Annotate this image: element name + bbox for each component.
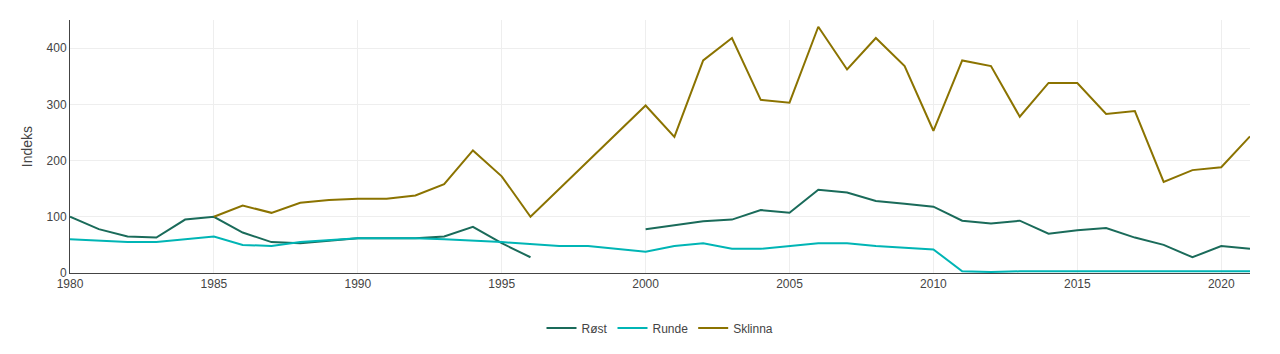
svg-text:0: 0 — [60, 266, 67, 280]
svg-text:2005: 2005 — [776, 277, 803, 291]
svg-text:200: 200 — [47, 154, 67, 168]
svg-text:2010: 2010 — [920, 277, 947, 291]
svg-text:2020: 2020 — [1208, 277, 1235, 291]
svg-text:Røst: Røst — [582, 322, 608, 336]
svg-text:Indeks: Indeks — [19, 126, 35, 167]
svg-text:400: 400 — [47, 41, 67, 55]
svg-text:1985: 1985 — [201, 277, 228, 291]
svg-text:Sklinna: Sklinna — [733, 322, 773, 336]
svg-text:1995: 1995 — [488, 277, 515, 291]
svg-text:300: 300 — [47, 98, 67, 112]
svg-text:2000: 2000 — [632, 277, 659, 291]
svg-text:100: 100 — [47, 210, 67, 224]
svg-text:2015: 2015 — [1064, 277, 1091, 291]
svg-text:Runde: Runde — [652, 322, 688, 336]
svg-text:1980: 1980 — [57, 277, 84, 291]
svg-text:1990: 1990 — [344, 277, 371, 291]
